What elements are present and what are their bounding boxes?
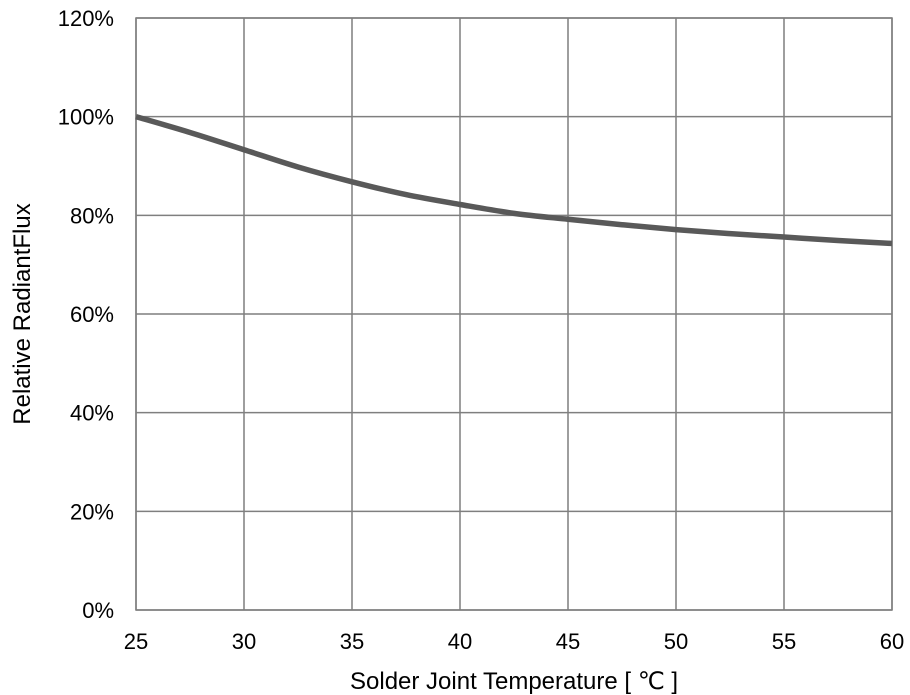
y-tick-label: 40% bbox=[70, 401, 114, 426]
y-tick-label: 60% bbox=[70, 302, 114, 327]
x-tick-label: 25 bbox=[124, 629, 148, 654]
y-tick-label: 80% bbox=[70, 203, 114, 228]
series-line bbox=[135, 114, 893, 247]
x-tick-label: 45 bbox=[556, 629, 580, 654]
x-tick-label: 35 bbox=[340, 629, 364, 654]
x-tick-label: 55 bbox=[772, 629, 796, 654]
x-tick-label: 30 bbox=[232, 629, 256, 654]
y-tick-label: 120% bbox=[58, 6, 114, 31]
x-tick-label: 50 bbox=[664, 629, 688, 654]
y-axis-title: Relative RadiantFlux bbox=[9, 203, 36, 424]
y-tick-label: 0% bbox=[82, 598, 114, 623]
y-tick-label: 100% bbox=[58, 105, 114, 130]
x-tick-label: 60 bbox=[880, 629, 904, 654]
series-group bbox=[135, 114, 893, 247]
y-tick-label: 20% bbox=[70, 499, 114, 524]
y-tick-labels: 0% 20% 40% 60% 80% 100% 120% bbox=[58, 6, 114, 623]
x-axis-title: Solder Joint Temperature [ ℃ ] bbox=[350, 668, 678, 695]
x-tick-label: 40 bbox=[448, 629, 472, 654]
plot-frame bbox=[135, 17, 893, 611]
x-tick-labels: 25 30 35 40 45 50 55 60 bbox=[124, 629, 904, 654]
